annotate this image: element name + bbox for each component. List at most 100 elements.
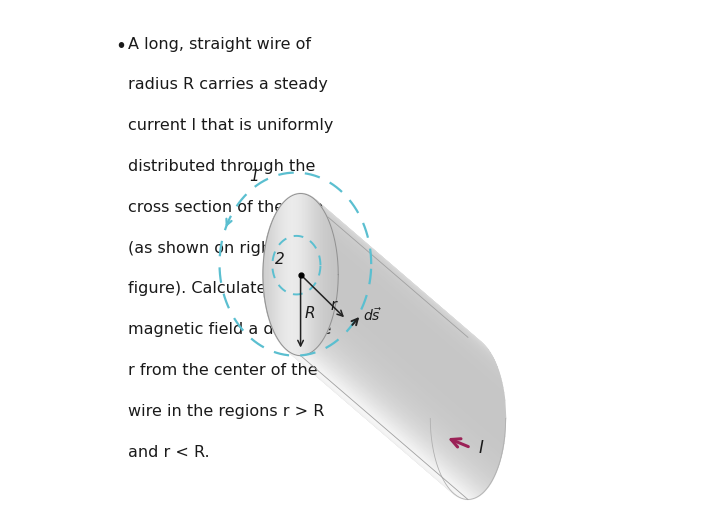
Polygon shape	[301, 194, 469, 337]
Text: wire in the regions r > R: wire in the regions r > R	[128, 404, 324, 419]
Polygon shape	[300, 194, 301, 356]
Polygon shape	[265, 243, 266, 306]
Polygon shape	[294, 355, 462, 498]
Polygon shape	[279, 207, 447, 352]
Polygon shape	[310, 196, 479, 340]
Polygon shape	[263, 257, 432, 418]
Polygon shape	[315, 349, 483, 494]
Polygon shape	[289, 351, 456, 496]
Polygon shape	[267, 232, 436, 379]
Polygon shape	[275, 213, 444, 359]
Polygon shape	[321, 342, 488, 487]
Polygon shape	[277, 338, 445, 483]
Polygon shape	[276, 211, 444, 357]
Polygon shape	[270, 223, 439, 370]
Polygon shape	[288, 198, 289, 351]
Polygon shape	[319, 344, 488, 488]
Polygon shape	[330, 224, 331, 325]
Polygon shape	[284, 348, 453, 493]
Polygon shape	[266, 305, 434, 454]
Polygon shape	[313, 350, 481, 495]
Polygon shape	[284, 200, 453, 345]
Polygon shape	[334, 305, 503, 454]
Text: current I that is uniformly: current I that is uniformly	[128, 118, 333, 133]
Polygon shape	[304, 355, 471, 499]
Polygon shape	[308, 195, 309, 354]
Polygon shape	[311, 352, 479, 496]
Polygon shape	[326, 333, 494, 478]
Polygon shape	[309, 353, 477, 497]
Polygon shape	[306, 195, 474, 338]
Polygon shape	[305, 194, 306, 355]
Polygon shape	[319, 203, 487, 348]
Polygon shape	[287, 198, 456, 343]
Polygon shape	[333, 232, 501, 379]
Polygon shape	[273, 218, 274, 331]
Polygon shape	[278, 339, 447, 485]
Polygon shape	[319, 345, 487, 490]
Polygon shape	[324, 211, 493, 357]
Polygon shape	[276, 212, 277, 337]
Polygon shape	[269, 229, 437, 376]
Polygon shape	[281, 204, 282, 345]
Polygon shape	[330, 223, 498, 370]
Polygon shape	[319, 204, 488, 349]
Polygon shape	[307, 354, 476, 498]
Polygon shape	[331, 228, 332, 321]
Polygon shape	[306, 195, 307, 355]
Polygon shape	[333, 310, 502, 458]
Polygon shape	[289, 197, 458, 341]
Polygon shape	[273, 217, 442, 362]
Polygon shape	[272, 219, 441, 365]
Polygon shape	[305, 355, 474, 499]
Text: •: •	[115, 37, 126, 55]
Polygon shape	[328, 221, 497, 367]
Polygon shape	[320, 206, 321, 344]
Polygon shape	[314, 199, 482, 343]
Text: cross section of the wire: cross section of the wire	[128, 200, 323, 215]
Polygon shape	[296, 355, 465, 499]
Polygon shape	[270, 323, 439, 470]
Polygon shape	[299, 194, 300, 356]
Polygon shape	[264, 292, 432, 444]
Polygon shape	[334, 239, 503, 388]
Polygon shape	[337, 252, 338, 297]
Polygon shape	[271, 222, 272, 327]
Polygon shape	[333, 314, 501, 461]
Polygon shape	[336, 244, 503, 393]
Polygon shape	[268, 231, 269, 319]
Polygon shape	[301, 194, 302, 356]
Polygon shape	[337, 275, 506, 436]
Polygon shape	[331, 321, 499, 467]
Polygon shape	[305, 194, 474, 338]
Polygon shape	[267, 314, 436, 461]
Polygon shape	[311, 197, 312, 353]
Polygon shape	[316, 200, 484, 345]
Text: radius R carries a steady: radius R carries a steady	[128, 77, 328, 93]
Polygon shape	[295, 194, 296, 355]
Polygon shape	[266, 239, 267, 310]
Text: r: r	[330, 298, 336, 313]
Polygon shape	[289, 352, 458, 496]
Text: R: R	[304, 306, 315, 321]
Polygon shape	[263, 275, 432, 436]
Polygon shape	[314, 350, 482, 494]
Polygon shape	[283, 202, 284, 347]
Polygon shape	[314, 199, 315, 350]
Polygon shape	[281, 344, 449, 488]
Polygon shape	[318, 202, 319, 347]
Polygon shape	[325, 334, 493, 480]
Polygon shape	[337, 257, 506, 418]
Polygon shape	[316, 347, 485, 492]
Polygon shape	[270, 224, 271, 325]
Polygon shape	[269, 226, 438, 372]
Polygon shape	[327, 217, 328, 333]
Polygon shape	[315, 199, 483, 344]
Polygon shape	[279, 341, 447, 486]
Polygon shape	[289, 197, 290, 353]
Polygon shape	[267, 233, 268, 316]
Polygon shape	[304, 355, 473, 499]
Polygon shape	[272, 326, 439, 472]
Polygon shape	[283, 346, 451, 491]
Polygon shape	[290, 353, 459, 497]
